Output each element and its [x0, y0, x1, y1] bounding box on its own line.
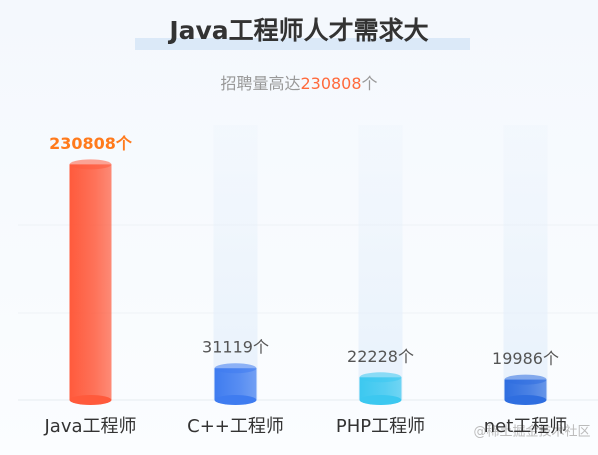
bar-cap [504, 374, 547, 385]
bar [214, 368, 257, 400]
column-background [503, 125, 548, 400]
title-underline [135, 38, 470, 50]
bar-bottom [214, 395, 257, 405]
value-label: 31119个 [202, 338, 269, 357]
subtitle: 招聘量高达230808个 [220, 74, 377, 93]
column-background [358, 125, 403, 400]
column-background [213, 125, 258, 400]
x-tick-label: PHP工程师 [336, 416, 425, 437]
bar-bottom [504, 395, 547, 405]
subtitle-text: 个 [362, 74, 378, 93]
value-label: 230808个 [49, 134, 133, 153]
bar [69, 164, 112, 400]
bar [359, 377, 402, 400]
x-tick-label: net工程师 [484, 416, 568, 437]
x-tick-label: Java工程师 [43, 416, 136, 437]
bar-cap [214, 363, 257, 374]
bar-cap [69, 159, 112, 170]
value-label: 22228个 [347, 347, 414, 366]
subtitle-text: 招聘量高达 [220, 74, 300, 93]
watermark: @稀土掘金技术社区 [473, 424, 590, 440]
bar-bottom [69, 395, 112, 405]
bar [504, 379, 547, 400]
bar-cap [359, 372, 402, 383]
value-label: 19986个 [492, 349, 559, 368]
chart-title: Java工程师人才需求大 [167, 16, 428, 45]
bar-bottom [359, 395, 402, 405]
subtitle-number: 230808 [300, 74, 361, 93]
x-tick-label: C++工程师 [187, 416, 284, 437]
